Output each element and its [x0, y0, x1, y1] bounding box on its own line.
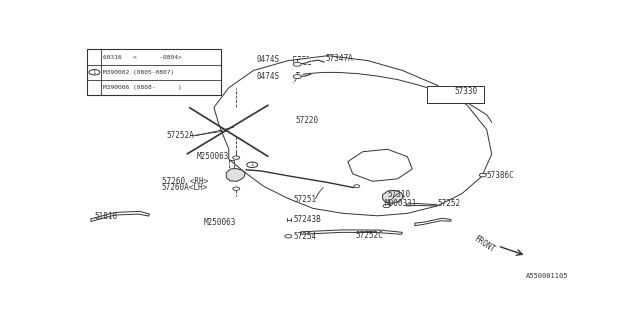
- Text: M250063: M250063: [196, 152, 229, 161]
- Circle shape: [479, 173, 486, 177]
- Text: 57386C: 57386C: [486, 171, 515, 180]
- Bar: [428, 86, 484, 103]
- Circle shape: [246, 162, 257, 167]
- Text: 57310: 57310: [388, 190, 411, 199]
- Text: 57252C: 57252C: [355, 230, 383, 240]
- Circle shape: [233, 187, 240, 190]
- Text: 57254: 57254: [293, 232, 316, 241]
- Text: 0474S: 0474S: [257, 72, 280, 81]
- Circle shape: [285, 235, 292, 238]
- Text: 57260A<LH>: 57260A<LH>: [162, 183, 208, 192]
- Text: M250063: M250063: [204, 218, 236, 227]
- Text: 57252A: 57252A: [167, 131, 195, 140]
- Text: 57330: 57330: [454, 87, 477, 96]
- Text: 57251: 57251: [293, 195, 316, 204]
- Text: 57347A: 57347A: [326, 54, 353, 63]
- Text: 1: 1: [250, 162, 253, 167]
- Polygon shape: [406, 204, 437, 206]
- Circle shape: [354, 185, 360, 188]
- Bar: [88, 50, 221, 95]
- Polygon shape: [301, 230, 403, 234]
- Circle shape: [89, 69, 100, 75]
- Text: 57260 <RH>: 57260 <RH>: [162, 177, 208, 186]
- Polygon shape: [383, 190, 403, 204]
- Polygon shape: [214, 56, 492, 216]
- Polygon shape: [91, 212, 150, 221]
- Text: 0474S: 0474S: [256, 55, 279, 64]
- Text: 1: 1: [93, 70, 96, 75]
- Text: 51818: 51818: [95, 212, 118, 221]
- Circle shape: [293, 62, 301, 66]
- Circle shape: [233, 156, 240, 159]
- Circle shape: [383, 204, 390, 208]
- Text: 57243B: 57243B: [293, 215, 321, 224]
- Polygon shape: [227, 169, 245, 181]
- Text: M000331: M000331: [385, 199, 417, 209]
- Text: FRONT: FRONT: [472, 234, 497, 254]
- Circle shape: [293, 75, 301, 79]
- Text: 60316   <      -0804>: 60316 < -0804>: [103, 55, 182, 60]
- Polygon shape: [415, 218, 451, 226]
- Text: 57220: 57220: [296, 116, 319, 125]
- Text: M390006 (0808-      ): M390006 (0808- ): [103, 85, 182, 90]
- Text: A550001105: A550001105: [526, 273, 568, 279]
- Polygon shape: [348, 149, 412, 181]
- Text: M390002 (0805-0807): M390002 (0805-0807): [103, 70, 175, 75]
- Text: 57252: 57252: [437, 199, 460, 208]
